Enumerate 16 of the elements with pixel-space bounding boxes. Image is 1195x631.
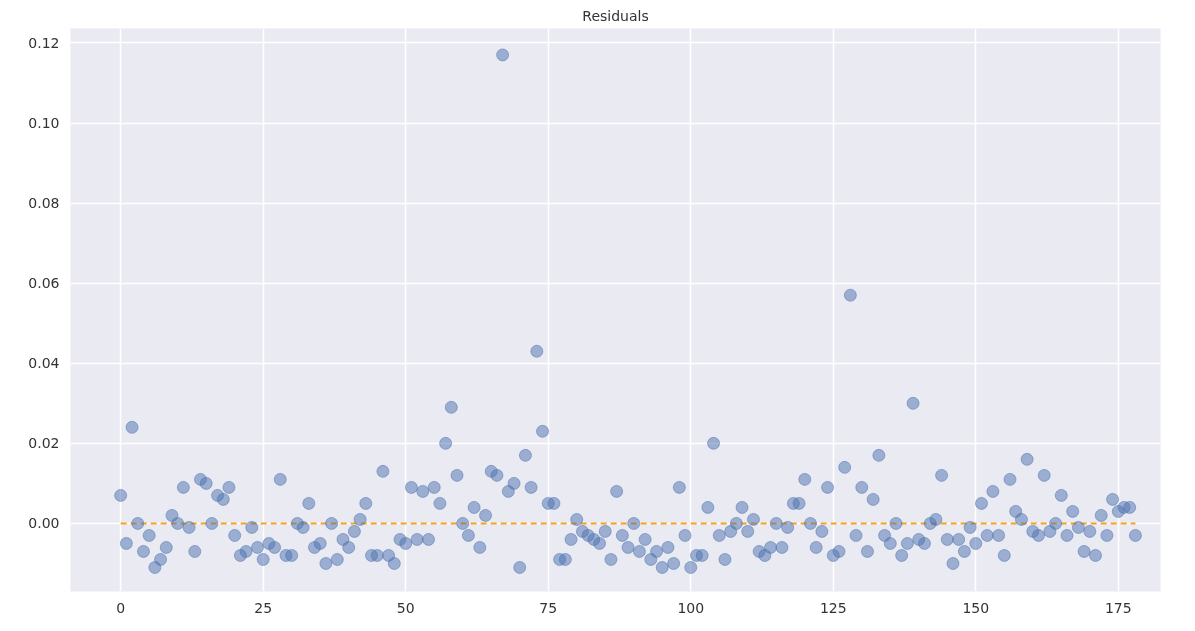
x-tick-label: 175 — [1104, 599, 1132, 616]
x-tick-label: 0 — [116, 599, 126, 616]
y-tick-label: 0.04 — [28, 355, 60, 372]
y-tick-label: 0.00 — [28, 515, 60, 532]
chart-title: Residuals — [582, 7, 649, 24]
y-tick-label: 0.10 — [28, 115, 60, 131]
y-tick-label: 0.02 — [28, 435, 60, 452]
x-tick-label: 75 — [539, 599, 558, 616]
x-tick-label: 25 — [254, 599, 273, 616]
x-tick-label: 125 — [819, 599, 847, 616]
y-tick-label: 0.08 — [28, 195, 60, 212]
y-tick-label: 0.12 — [28, 34, 60, 51]
x-tick-label: 50 — [396, 599, 415, 616]
y-tick-label: 0.06 — [28, 275, 60, 292]
x-tick-label: 100 — [677, 599, 705, 616]
x-tick-label: 150 — [962, 599, 990, 616]
